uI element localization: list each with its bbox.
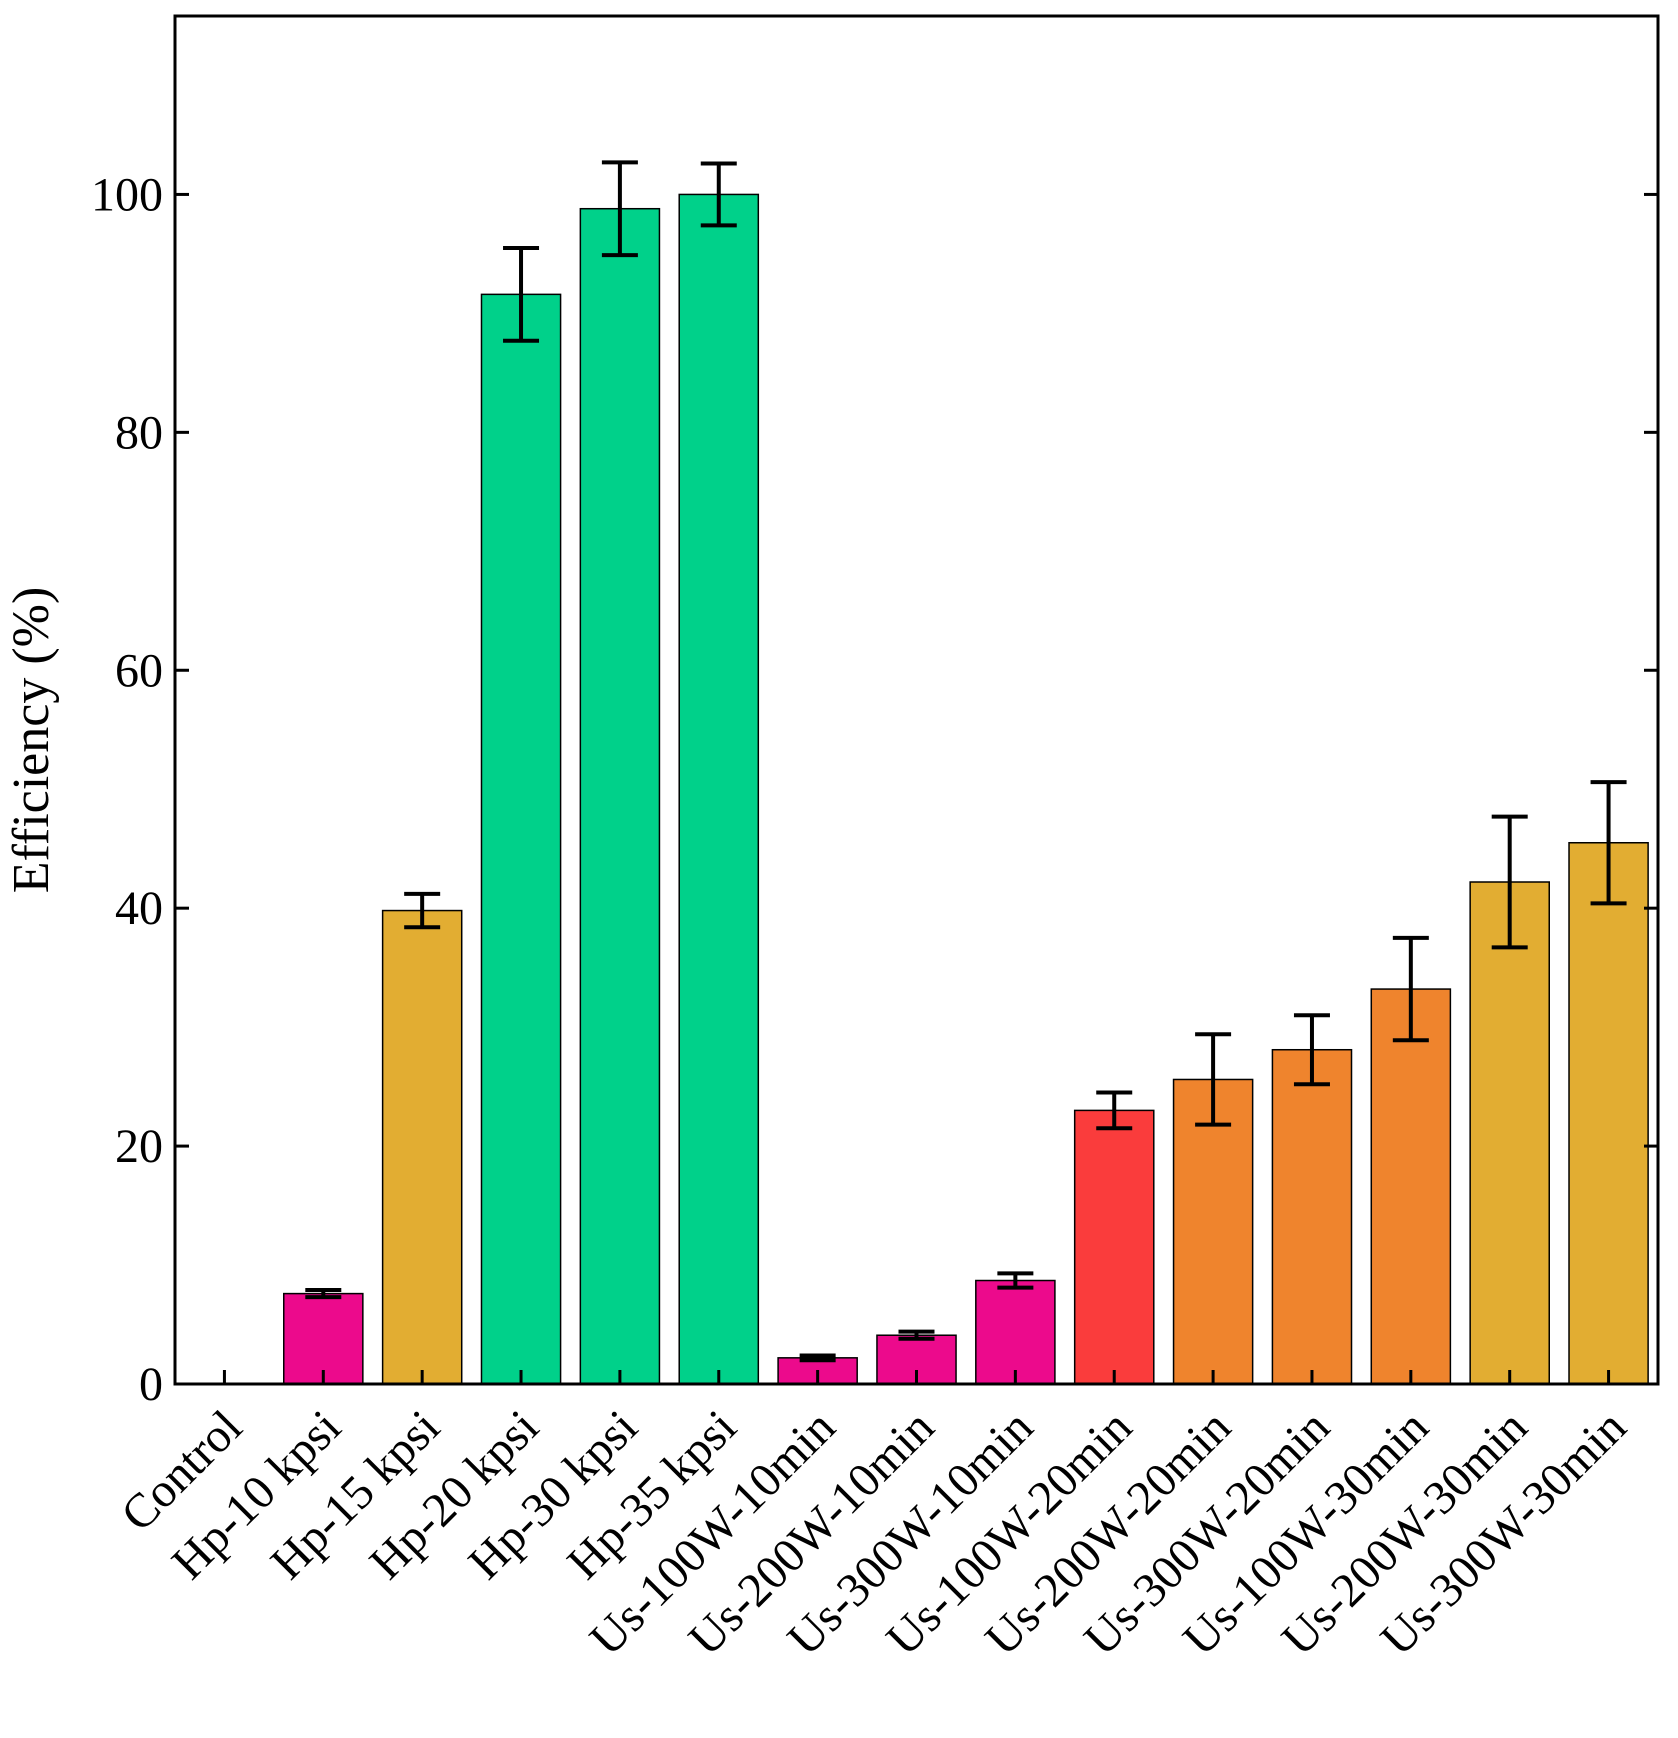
error-bar-8 <box>898 1329 935 1341</box>
bar-4 <box>480 293 562 1385</box>
y-tick-label: 100 <box>91 168 163 221</box>
error-bar-14 <box>1491 814 1528 950</box>
y-ticks-group: 0 20 40 60 80 100 <box>91 168 1658 1411</box>
error-bar-7 <box>799 1353 836 1363</box>
bar-6 <box>678 193 760 1385</box>
y-axis-title: Efficiency (%) <box>3 587 60 894</box>
bar-9 <box>975 1279 1056 1385</box>
error-bar-10 <box>1096 1090 1133 1131</box>
error-bars-group <box>305 160 1627 1363</box>
error-bar-11 <box>1195 1032 1232 1127</box>
error-bar-12 <box>1293 1013 1330 1087</box>
bar-2 <box>283 1292 364 1385</box>
error-bar-15 <box>1590 780 1627 906</box>
error-bar-2 <box>305 1288 342 1300</box>
error-bar-9 <box>997 1271 1034 1290</box>
bar-5 <box>579 207 661 1385</box>
bar-14 <box>1469 881 1550 1385</box>
y-tick-label: 80 <box>115 406 163 459</box>
y-tick-label: 0 <box>139 1358 163 1411</box>
bar-10 <box>1073 1109 1155 1385</box>
y-tick-label: 60 <box>115 644 163 697</box>
bar-15 <box>1568 841 1649 1385</box>
bar-13 <box>1370 988 1452 1385</box>
error-bar-5 <box>601 160 638 258</box>
error-bar-6 <box>700 161 737 228</box>
error-bar-4 <box>503 245 540 343</box>
y-tick-label: 20 <box>115 1120 163 1173</box>
error-bar-13 <box>1392 935 1429 1043</box>
y-tick-label: 40 <box>115 882 163 935</box>
bar-3 <box>381 909 463 1385</box>
bar-12 <box>1271 1048 1353 1385</box>
bar-11 <box>1172 1078 1254 1385</box>
error-bar-3 <box>404 891 441 930</box>
bars-group <box>283 193 1649 1385</box>
